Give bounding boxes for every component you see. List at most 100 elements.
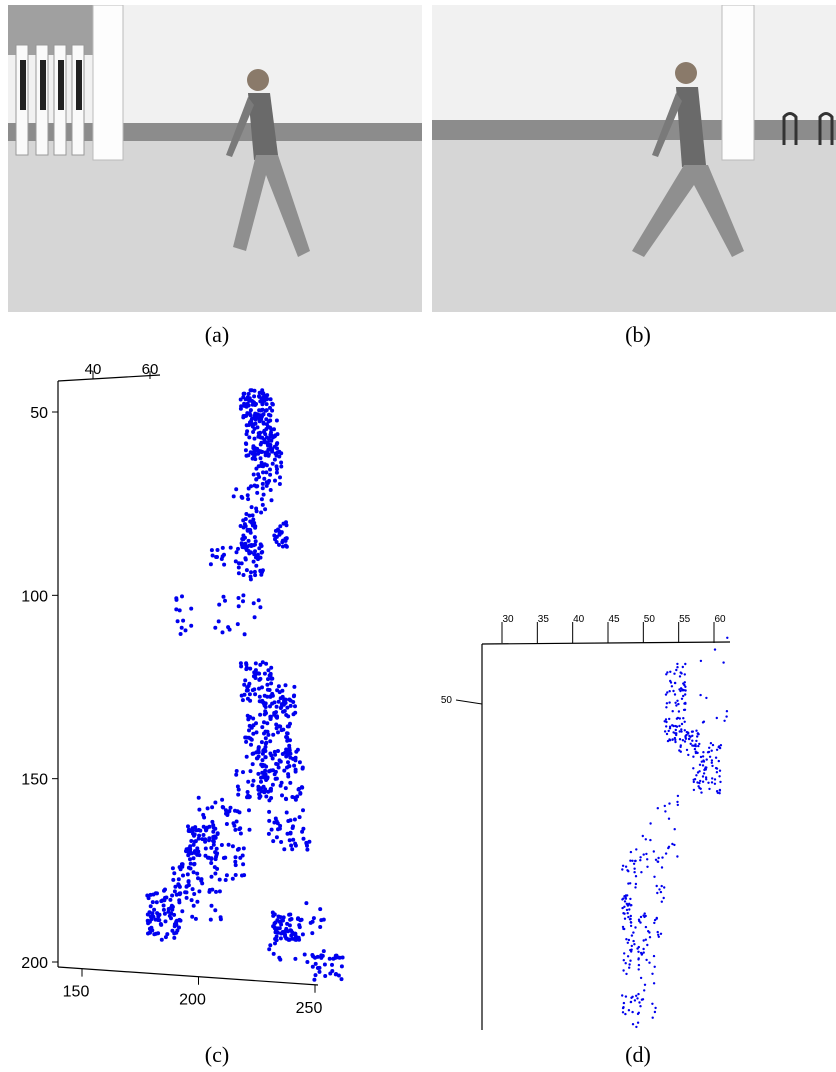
plot-c-point — [186, 824, 190, 829]
plot-d-point — [664, 718, 668, 721]
plot-c-point — [302, 952, 307, 957]
plot-c-point — [203, 839, 208, 844]
plot-c-point — [272, 711, 277, 715]
plot-d-point — [630, 934, 634, 937]
plot-c-point — [272, 700, 277, 705]
plot-c-point — [267, 769, 272, 774]
plot-c-point — [244, 662, 249, 667]
plot-c-point — [262, 789, 267, 794]
plot-c-point — [259, 408, 264, 413]
plot-c-point — [156, 914, 161, 919]
plot-c-point — [262, 712, 267, 717]
plot-c-point — [172, 871, 177, 876]
plot-c-point — [277, 482, 282, 486]
plot-c-point — [247, 728, 251, 733]
plot-c-point — [288, 738, 292, 743]
plot-c-point — [258, 542, 263, 547]
plot-c-point — [223, 808, 228, 813]
plot-c-point — [162, 911, 167, 916]
plot-d-point — [698, 742, 701, 746]
caption-b: (b) — [625, 322, 651, 347]
plot-c-point — [313, 961, 318, 966]
plot-d-point — [636, 1021, 640, 1024]
plot-c-point — [266, 831, 271, 836]
plot-d-top-tick-label: 50 — [644, 614, 656, 625]
plot-d-point — [710, 759, 714, 762]
plot-d-point — [644, 838, 647, 841]
plot-c-point — [255, 425, 260, 430]
plot-c-point — [280, 688, 285, 693]
plot-d-point — [681, 665, 684, 669]
plot-c-point — [162, 898, 167, 903]
plot-c-point — [213, 800, 218, 805]
plot-c-point — [260, 762, 265, 767]
plot-d-point — [688, 734, 691, 738]
plot-c-point — [152, 907, 157, 912]
plot-c-point — [280, 793, 284, 798]
plot-c-point — [253, 417, 258, 422]
plot-c-point — [260, 685, 264, 690]
plot-c-point — [191, 828, 195, 833]
plot-c-point — [145, 918, 150, 923]
plot-c-y-tick-label: 50 — [30, 405, 48, 422]
plot-d-point — [678, 717, 681, 720]
plot-c-point — [333, 955, 338, 960]
plot-c-point — [260, 388, 265, 393]
plot-d-point — [654, 1006, 657, 1010]
plot-d-point — [649, 822, 652, 825]
plot-c-point — [300, 765, 305, 770]
plot-c-point — [250, 688, 255, 693]
plot-c-point — [260, 758, 265, 763]
plot-c-point — [220, 630, 225, 635]
plot-d-point — [705, 758, 708, 761]
plot-c-point — [269, 753, 274, 758]
plot-d-point — [637, 1011, 640, 1014]
plot-c-point — [267, 818, 272, 823]
plot-d-point — [655, 917, 658, 920]
plot-d-point — [634, 875, 638, 878]
plot-d-point — [623, 952, 626, 955]
plot-d-point — [692, 755, 695, 758]
plot-c-point — [208, 562, 213, 567]
plot-d-point — [701, 755, 705, 758]
plot-c-point — [244, 442, 249, 446]
plot-c-point — [252, 569, 257, 574]
plot-c-point — [288, 818, 293, 823]
plot-c-point — [268, 467, 272, 472]
plot-c-point — [189, 606, 194, 611]
plot-c-point — [246, 453, 251, 458]
plot-d-point — [695, 739, 698, 743]
plot-c-point — [255, 484, 260, 489]
plot-d-point — [696, 735, 699, 738]
plot-c-point — [241, 862, 246, 867]
plot-c-point — [274, 540, 279, 544]
plot-d-point — [665, 732, 669, 736]
caption-c: (c) — [204, 1042, 230, 1067]
plot-c-point — [251, 472, 256, 477]
plot-c-point — [231, 494, 236, 499]
plot-c-point — [278, 936, 283, 941]
plot-c-point — [168, 897, 173, 902]
plot-c-point — [193, 916, 198, 921]
plot-c-point — [287, 743, 292, 748]
plot-d-point — [698, 781, 701, 785]
plot-c-point — [245, 688, 250, 693]
plot-c-point — [250, 513, 255, 518]
plot-d-point — [626, 869, 629, 872]
plot-d-point — [659, 890, 663, 894]
plot-c-point — [261, 421, 266, 426]
plot-d-point — [656, 891, 659, 895]
plot-d-point — [718, 746, 722, 750]
plot-d-point — [657, 933, 660, 936]
plot-d-point — [623, 900, 627, 903]
plot-d-point — [634, 859, 637, 863]
plot-c-point — [239, 561, 244, 566]
plot-c-y-tick-label: 150 — [21, 772, 48, 789]
plot-d-point — [702, 772, 706, 775]
plot-d-point — [693, 747, 697, 751]
plot-c-point — [267, 478, 272, 483]
plot-c-point — [266, 447, 271, 452]
plot-d-point — [628, 966, 631, 969]
plot-d-point — [708, 755, 712, 758]
plot-c-point — [244, 512, 249, 516]
